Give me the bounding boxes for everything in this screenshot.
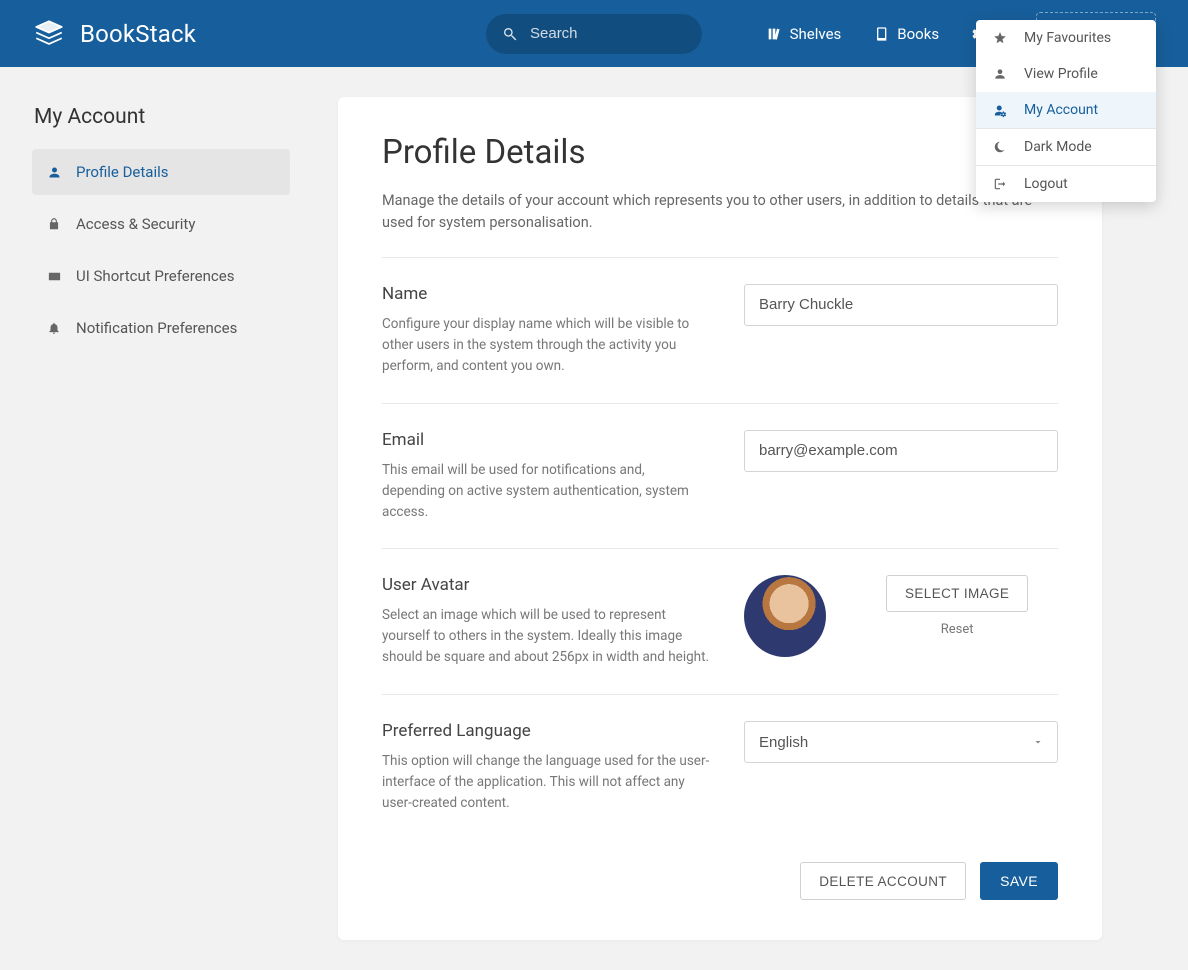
sidebar-item-label: Profile Details <box>76 163 169 181</box>
header: BookStack Shelves Books S <box>0 0 1188 67</box>
books-icon <box>873 26 889 42</box>
name-input[interactable] <box>744 284 1058 326</box>
sidebar-item-label: UI Shortcut Preferences <box>76 267 234 285</box>
star-icon <box>992 31 1008 45</box>
dd-dark-mode-label: Dark Mode <box>1024 139 1092 155</box>
nav-books[interactable]: Books <box>873 25 939 43</box>
person-gear-icon <box>992 103 1008 118</box>
section-name: Name Configure your display name which w… <box>382 258 1058 404</box>
search-icon <box>502 26 518 42</box>
section-language: Preferred Language This option will chan… <box>382 695 1058 840</box>
page-body: My Account Profile Details Access & Secu… <box>0 67 1188 970</box>
sidebar-item-label: Notification Preferences <box>76 319 237 337</box>
dd-view-profile-label: View Profile <box>1024 66 1098 82</box>
sidebar-item-shortcuts[interactable]: UI Shortcut Preferences <box>32 253 290 299</box>
select-image-button[interactable]: SELECT IMAGE <box>886 575 1028 612</box>
moon-icon <box>992 140 1008 154</box>
bell-icon <box>46 321 62 335</box>
dd-dark-mode[interactable]: Dark Mode <box>976 129 1156 165</box>
logo[interactable]: BookStack <box>32 17 196 51</box>
logo-icon <box>32 17 66 51</box>
dd-my-account[interactable]: My Account <box>976 92 1156 128</box>
sidebar-item-access[interactable]: Access & Security <box>32 201 290 247</box>
avatar-image <box>744 575 826 657</box>
avatar-desc: Select an image which will be used to re… <box>382 605 710 668</box>
person-icon <box>46 165 62 180</box>
main-card: Profile Details VIEW Manage the details … <box>338 97 1102 940</box>
logo-text: BookStack <box>80 20 196 48</box>
name-label: Name <box>382 284 710 304</box>
save-button[interactable]: SAVE <box>980 862 1058 900</box>
email-desc: This email will be used for notification… <box>382 460 710 523</box>
user-dropdown: My Favourites View Profile My Account Da… <box>976 20 1156 202</box>
dd-favourites[interactable]: My Favourites <box>976 20 1156 56</box>
email-label: Email <box>382 430 710 450</box>
sidebar: My Account Profile Details Access & Secu… <box>32 97 290 357</box>
nav-books-label: Books <box>897 25 939 43</box>
delete-account-button[interactable]: DELETE ACCOUNT <box>800 862 966 900</box>
language-select[interactable]: English <box>744 721 1058 763</box>
shelves-icon <box>766 26 782 42</box>
search-wrap <box>486 14 702 54</box>
person-icon <box>992 67 1008 81</box>
dd-logout[interactable]: Logout <box>976 166 1156 202</box>
keyboard-icon <box>46 269 62 284</box>
language-label: Preferred Language <box>382 721 710 741</box>
dd-favourites-label: My Favourites <box>1024 30 1111 46</box>
page-description: Manage the details of your account which… <box>382 190 1058 235</box>
lock-icon <box>46 217 62 231</box>
reset-avatar-link[interactable]: Reset <box>941 622 974 637</box>
email-input[interactable] <box>744 430 1058 472</box>
avatar-label: User Avatar <box>382 575 710 595</box>
form-actions: DELETE ACCOUNT SAVE <box>382 862 1058 900</box>
language-desc: This option will change the language use… <box>382 751 710 814</box>
sidebar-title: My Account <box>32 105 290 129</box>
nav-shelves[interactable]: Shelves <box>766 25 842 43</box>
section-email: Email This email will be used for notifi… <box>382 404 1058 550</box>
sidebar-item-label: Access & Security <box>76 215 195 233</box>
name-desc: Configure your display name which will b… <box>382 314 710 377</box>
dd-view-profile[interactable]: View Profile <box>976 56 1156 92</box>
sidebar-item-notifications[interactable]: Notification Preferences <box>32 305 290 351</box>
section-avatar: User Avatar Select an image which will b… <box>382 549 1058 695</box>
search-input[interactable] <box>486 14 702 54</box>
nav-shelves-label: Shelves <box>790 25 842 43</box>
dd-logout-label: Logout <box>1024 176 1068 192</box>
logout-icon <box>992 177 1008 191</box>
page-title: Profile Details <box>382 133 585 172</box>
sidebar-item-profile[interactable]: Profile Details <box>32 149 290 195</box>
dd-my-account-label: My Account <box>1024 102 1098 118</box>
